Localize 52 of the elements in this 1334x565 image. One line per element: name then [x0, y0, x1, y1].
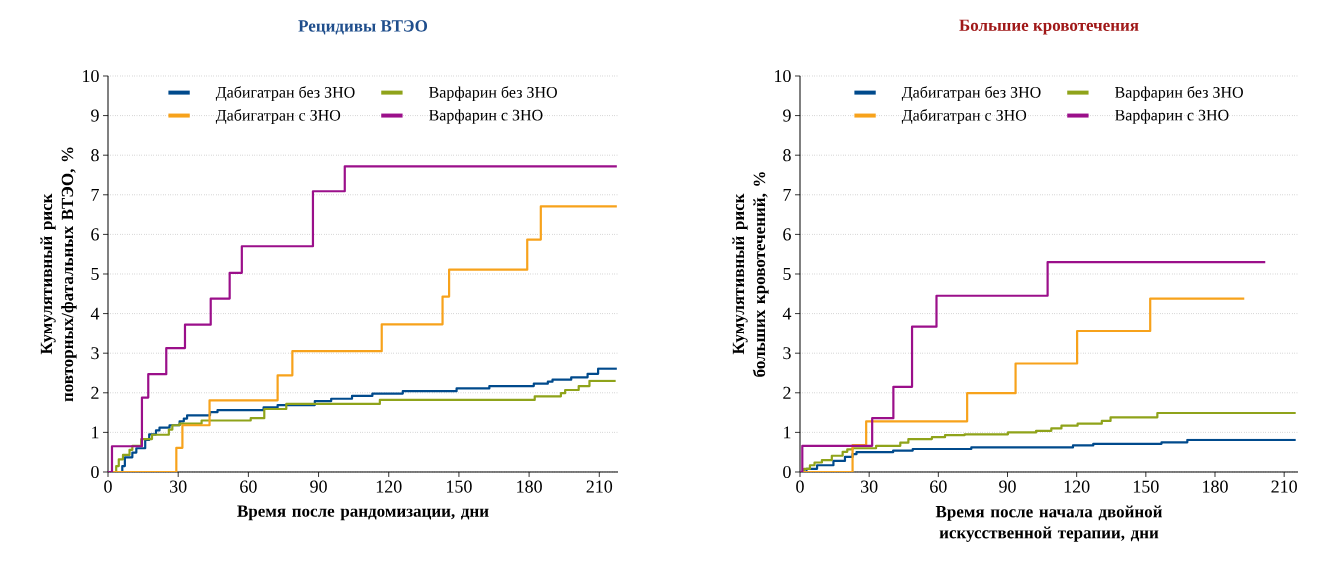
x-tick-label: 90 — [999, 480, 1016, 493]
legend-label: Варфарин без ЗНО — [429, 86, 557, 101]
x-tick-label: 150 — [447, 480, 472, 493]
legend-label: Дабигатран с ЗНО — [901, 109, 1027, 124]
y-tick-label: 10 — [83, 69, 99, 83]
legend-label: Дабигатран без ЗНО — [215, 86, 355, 101]
x-axis-title: Время после начала двойной искусственной терапии, дни — [935, 505, 1163, 542]
y-tick-label: 3 — [783, 347, 791, 360]
legend-label: Дабигатран без ЗНО — [901, 86, 1041, 101]
y-tick-label: 1 — [784, 426, 791, 439]
y-tick-label: 8 — [91, 149, 99, 162]
chart-title: Большие кровотечения — [959, 19, 1139, 35]
x-tick-label: 120 — [376, 480, 402, 493]
y-tick-label: 2 — [783, 386, 791, 399]
legend-label: Варфарин с ЗНО — [1115, 109, 1229, 124]
y-tick-label: 4 — [90, 307, 100, 320]
legend-label: Варфарин без ЗНО — [1115, 86, 1243, 101]
legend-label: Дабигатран с ЗНО — [215, 109, 341, 124]
x-tick-label: 60 — [930, 480, 947, 493]
x-tick-label: 30 — [170, 480, 187, 493]
y-tick-label: 0 — [783, 465, 791, 479]
y-tick-label: 3 — [91, 347, 99, 360]
x-tick-label: 210 — [1271, 480, 1297, 493]
x-tick-label: 0 — [104, 480, 112, 493]
x-tick-label: 30 — [861, 480, 878, 493]
x-tick-label: 150 — [1133, 480, 1159, 493]
y-axis-title: Кумулятивный риск больших кровотечений, % — [732, 172, 769, 377]
x-axis-title: Время после рандомизации, дни — [237, 505, 489, 521]
x-tick-label: 210 — [586, 480, 613, 493]
y-tick-label: 0 — [91, 465, 99, 479]
y-tick-label: 1 — [92, 426, 99, 439]
y-tick-label: 2 — [91, 386, 99, 399]
y-tick-label: 6 — [783, 228, 791, 241]
x-tick-label: 180 — [517, 480, 542, 493]
x-tick-label: 90 — [310, 480, 327, 493]
y-tick-label: 9 — [91, 109, 99, 122]
x-tick-label: 120 — [1064, 480, 1090, 493]
y-tick-label: 6 — [91, 228, 99, 241]
x-tick-label: 0 — [796, 480, 804, 493]
y-tick-label: 7 — [783, 188, 791, 201]
chart-title: Рецидивы ВТЭО — [298, 20, 428, 35]
y-tick-label: 10 — [775, 69, 791, 83]
y-tick-label: 4 — [782, 307, 792, 320]
y-tick-label: 7 — [91, 188, 99, 201]
y-tick-label: 8 — [783, 149, 791, 162]
x-tick-label: 60 — [240, 480, 257, 493]
legend-label: Варфарин с ЗНО — [429, 109, 543, 124]
y-tick-label: 5 — [91, 268, 99, 280]
y-tick-label: 9 — [783, 109, 791, 122]
y-axis-title: Кумулятивный риск повторных/фатальных ВТЭО, % — [40, 147, 77, 402]
y-tick-label: 5 — [783, 268, 791, 280]
x-tick-label: 180 — [1203, 480, 1228, 493]
